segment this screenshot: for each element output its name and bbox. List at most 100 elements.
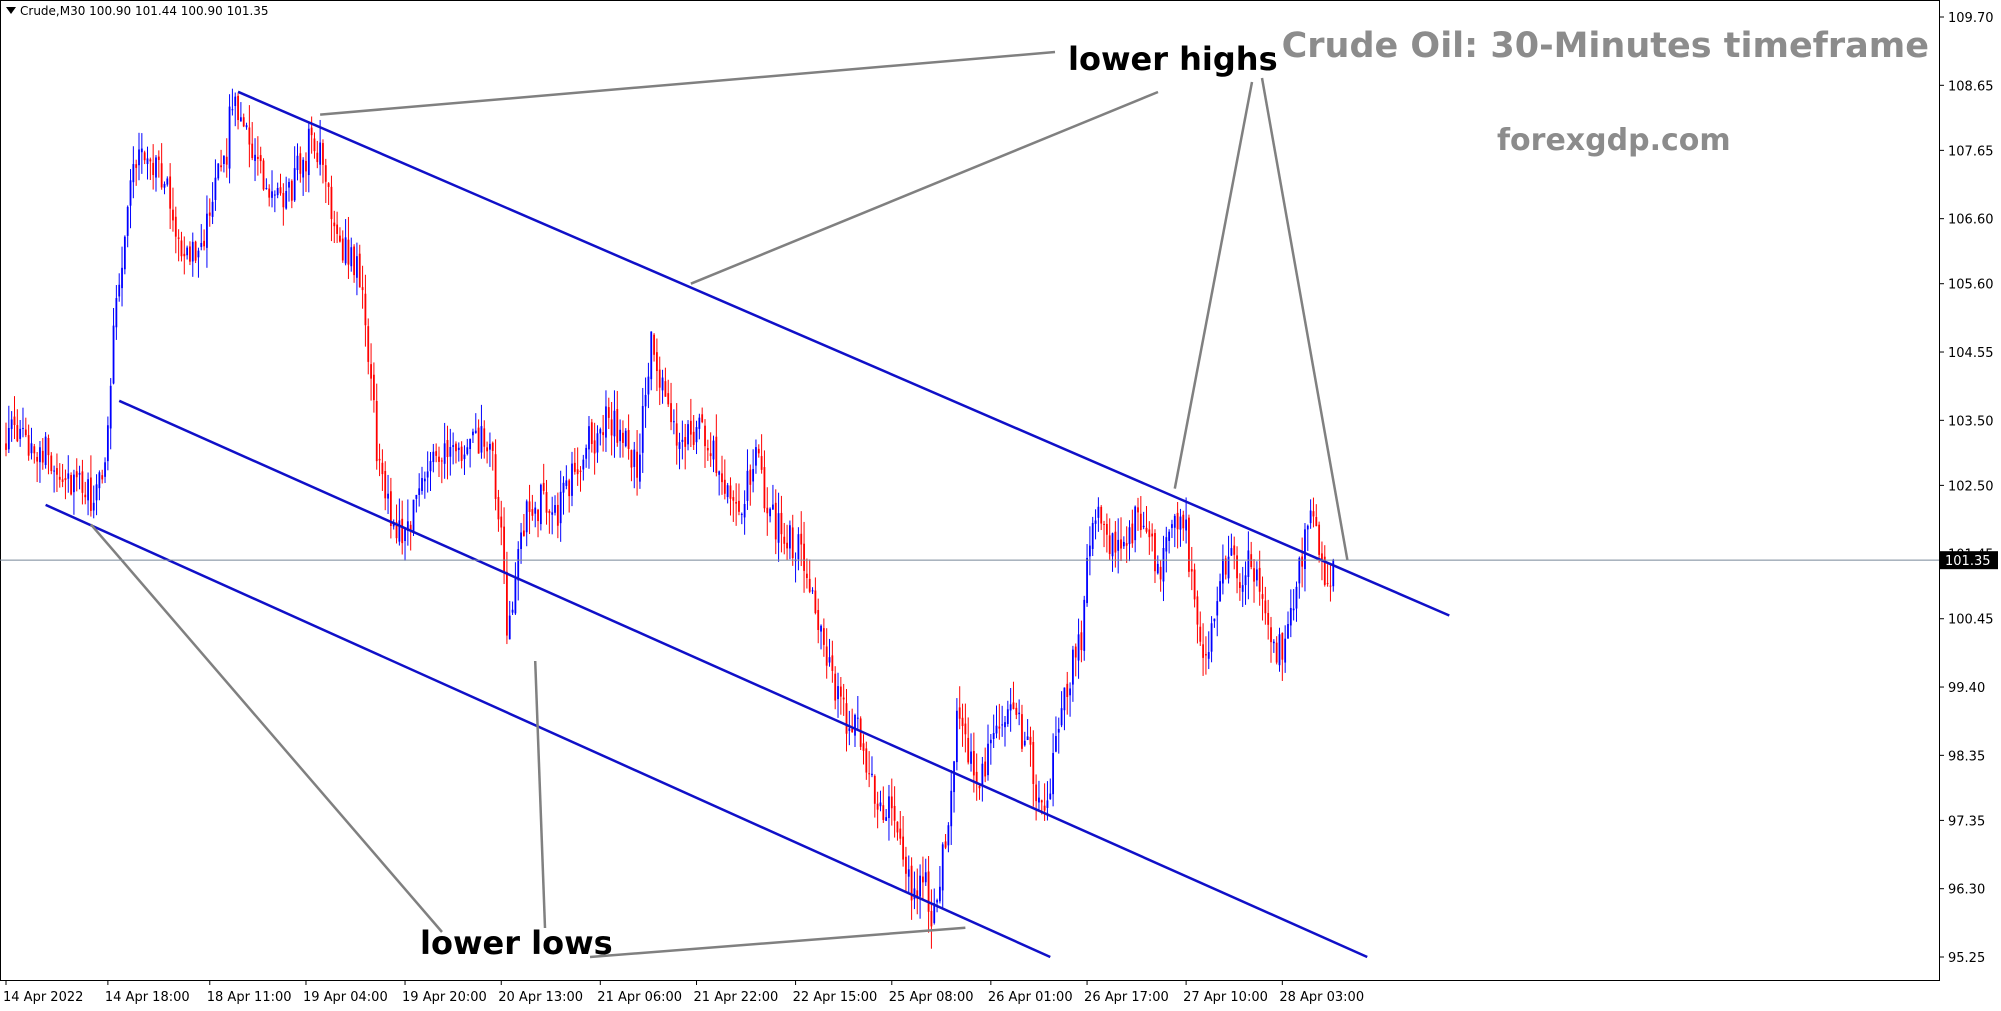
candle (658, 356, 661, 406)
dropdown-triangle-icon[interactable] (6, 7, 16, 14)
candle (633, 441, 636, 489)
candle (568, 478, 571, 513)
candle (1230, 533, 1233, 557)
candle (104, 457, 106, 484)
candle (101, 469, 104, 484)
candle (964, 703, 967, 753)
candle (1202, 623, 1204, 676)
candle (220, 149, 222, 172)
x-tick-label: 19 Apr 04:00 (303, 990, 388, 1005)
candle (265, 178, 268, 190)
candle (698, 413, 701, 440)
candle (1139, 496, 1142, 538)
channel-line-2[interactable] (118, 399, 1368, 959)
candle (500, 500, 503, 546)
candle (531, 494, 534, 521)
candle (480, 404, 483, 459)
candle (565, 465, 568, 490)
candle (873, 774, 876, 818)
candle (132, 146, 135, 199)
candle (1023, 731, 1026, 747)
candle (602, 414, 605, 452)
candle (112, 308, 115, 385)
candle (149, 157, 152, 181)
candle (1145, 506, 1148, 534)
candle (1043, 783, 1046, 821)
candle (268, 184, 271, 207)
candle (1038, 780, 1040, 811)
x-tick-label: 26 Apr 01:00 (988, 990, 1073, 1005)
candle (1018, 699, 1021, 726)
candle (780, 495, 783, 553)
candle (689, 398, 692, 448)
candle (987, 724, 989, 781)
candle (1134, 505, 1137, 553)
candle (305, 152, 307, 192)
candle (364, 274, 367, 347)
candle (825, 628, 828, 679)
candle (667, 379, 670, 407)
time-axis: 14 Apr 2022 14 Apr 18:00 18 Apr 11:00 19 Ap… (3, 980, 1364, 1005)
candle (588, 416, 590, 469)
x-tick-label: 20 Apr 13:00 (498, 990, 583, 1005)
candle (214, 159, 217, 211)
candle (554, 495, 556, 516)
candle (435, 443, 438, 463)
candle (1083, 595, 1086, 661)
candle (452, 432, 455, 465)
candle (146, 146, 149, 180)
candle (231, 88, 234, 116)
candle (491, 441, 494, 471)
candle (1326, 564, 1329, 587)
candle (542, 463, 545, 495)
channel-line-1[interactable] (237, 90, 1450, 617)
candle (740, 512, 743, 525)
candle (313, 132, 316, 159)
candle (712, 435, 715, 473)
candle (675, 403, 678, 465)
candle (344, 219, 347, 266)
candle (757, 444, 760, 458)
candle (684, 423, 687, 470)
candle (1219, 573, 1221, 602)
candle (545, 479, 548, 525)
candle (1074, 643, 1077, 677)
candle (497, 489, 500, 532)
candle (19, 420, 22, 447)
candle (373, 362, 375, 413)
candle (1318, 521, 1321, 563)
candle (1080, 620, 1083, 663)
candle (876, 791, 879, 829)
candle (67, 455, 70, 493)
candle (225, 138, 228, 178)
candle (87, 472, 89, 516)
candle (930, 889, 933, 949)
candle (922, 856, 924, 900)
candle (1196, 590, 1199, 644)
candle (423, 471, 426, 499)
candle (808, 559, 811, 594)
candle (463, 445, 466, 475)
candle (1117, 518, 1120, 574)
candle (1315, 504, 1318, 527)
x-tick-label: 19 Apr 20:00 (402, 990, 487, 1005)
candle (1284, 625, 1287, 673)
channel-line-3[interactable] (45, 503, 1051, 959)
candle (888, 784, 890, 841)
candle (157, 150, 160, 178)
candle (859, 716, 862, 751)
candle (777, 492, 780, 562)
candle (786, 524, 788, 561)
candle (596, 425, 599, 463)
candle (197, 247, 200, 278)
chart-title: Crude Oil: 30-Minutes timeframe (1281, 26, 1929, 66)
candle (98, 470, 101, 501)
candle (1006, 700, 1009, 727)
candle (106, 416, 109, 471)
candle (735, 483, 738, 526)
candle (1216, 586, 1219, 637)
candle (1015, 702, 1018, 720)
candle (166, 176, 169, 187)
candle (460, 441, 463, 469)
